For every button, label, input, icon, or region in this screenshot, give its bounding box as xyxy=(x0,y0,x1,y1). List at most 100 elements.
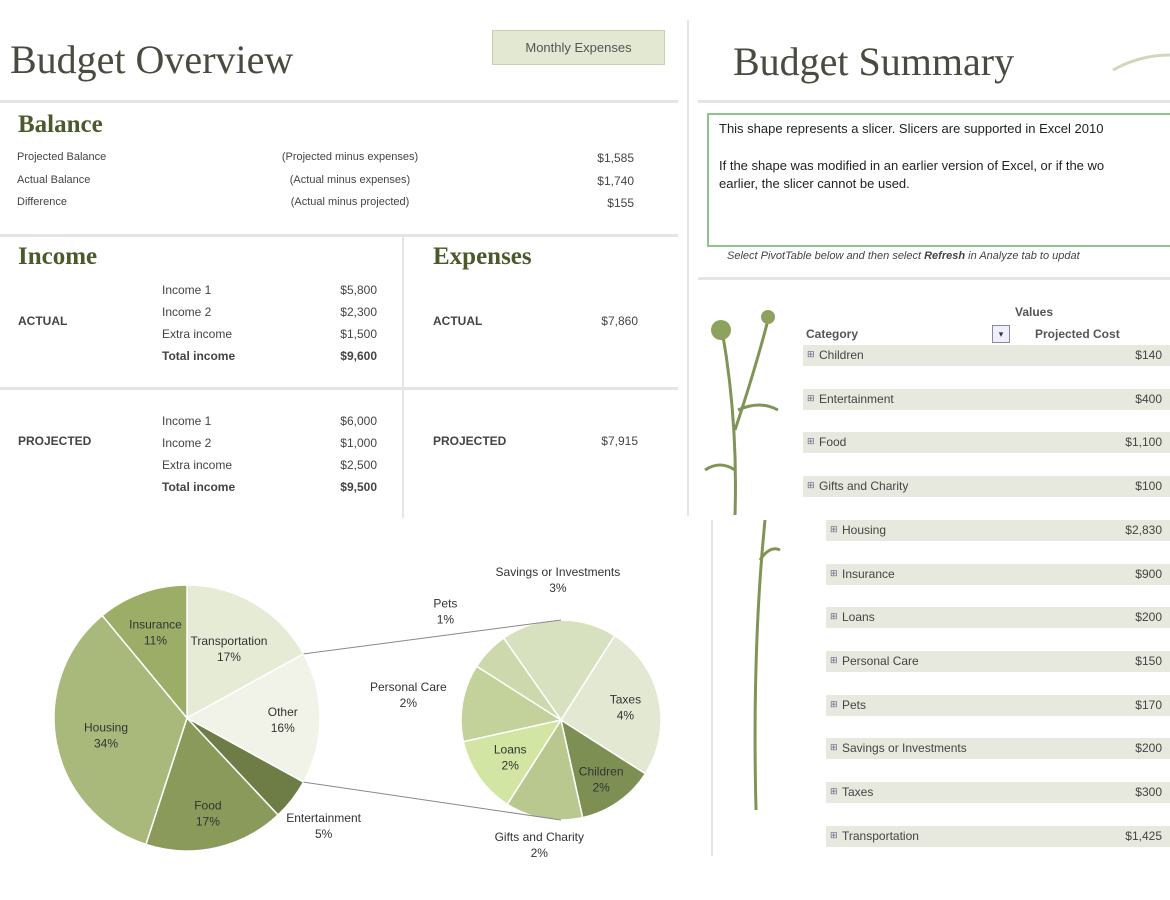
slice-percent: 2% xyxy=(592,780,610,794)
slice-name: Personal Care xyxy=(370,680,447,694)
pie-slice xyxy=(186,584,305,720)
income-label: Total income xyxy=(162,480,236,494)
pie-slice xyxy=(559,718,647,819)
slice-name: Pets xyxy=(433,596,457,610)
data-label: Transportation 17% xyxy=(191,634,268,664)
slice-name: Loans xyxy=(494,743,527,757)
slice-percent: 16% xyxy=(271,721,295,735)
slice-name: Other xyxy=(268,705,298,719)
slice-percent: 2% xyxy=(400,696,418,710)
income-title: Income xyxy=(18,243,98,270)
pivot-row-band xyxy=(826,782,1170,803)
pie-slice xyxy=(53,614,188,846)
note-text: Select PivotTable below and then select xyxy=(727,250,925,262)
pivot-value: $2,830 xyxy=(1125,522,1162,537)
data-label: Loans 2% xyxy=(494,743,527,773)
expand-icon: ⊞ xyxy=(830,654,838,665)
pivot-category: Gifts and Charity xyxy=(819,479,909,494)
slice-percent: 2% xyxy=(531,846,549,860)
balance-value: $1,740 xyxy=(597,173,634,188)
expenses-actual-label: ACTUAL xyxy=(433,314,483,328)
expand-icon: ⊞ xyxy=(807,349,815,359)
slice-percent: 11% xyxy=(144,633,167,647)
pivot-row-band xyxy=(803,388,1170,410)
pivot-value: $900 xyxy=(1135,566,1162,581)
pivot-row-band xyxy=(803,432,1170,454)
pivot-row-band xyxy=(826,650,1170,672)
pivot-category: Savings or Investments xyxy=(842,741,967,756)
data-label: Gifts and Charity 2% xyxy=(495,830,584,860)
pivot-category: Pets xyxy=(842,697,867,712)
expand-icon: ⊞ xyxy=(830,523,838,534)
slice-name: Entertainment xyxy=(286,811,361,825)
income-value: $1,500 xyxy=(340,327,377,341)
divider xyxy=(687,20,689,516)
data-label: Savings or Investments 3% xyxy=(496,565,621,595)
divider xyxy=(711,520,713,856)
pivot-value: $150 xyxy=(1135,653,1162,668)
filter-dropdown[interactable]: ▾ xyxy=(992,325,1010,343)
slicer-text: This shape represents a slicer. Slicers … xyxy=(719,121,1104,136)
pivot-value: $400 xyxy=(1135,391,1162,406)
pivot-row-band xyxy=(826,519,1170,541)
expand-icon: ⊞ xyxy=(830,611,838,622)
slice-percent: 17% xyxy=(217,650,241,664)
monthly-expenses-button[interactable]: Monthly Expenses xyxy=(492,30,665,65)
expenses-projected-value: $7,915 xyxy=(601,434,638,448)
balance-value: $155 xyxy=(607,196,634,210)
slice-percent: 1% xyxy=(437,612,455,626)
balance-label: Projected Balance xyxy=(17,151,107,163)
slice-percent: 5% xyxy=(315,827,333,841)
income-value: $2,500 xyxy=(340,458,377,472)
summary-title: Budget Summary xyxy=(733,39,1015,84)
plant-decoration xyxy=(761,310,775,324)
balance-formula: (Actual minus projected) xyxy=(290,196,410,208)
divider xyxy=(0,234,678,237)
note-text: Refresh xyxy=(924,250,966,262)
balance-label: Difference xyxy=(17,196,67,208)
pie-slice xyxy=(101,584,188,721)
overview-title: Budget Overview xyxy=(10,37,294,82)
slice-name: Transportation xyxy=(191,634,268,648)
data-label: Personal Care 2% xyxy=(370,680,447,710)
income-projected-label: PROJECTED xyxy=(18,434,92,448)
pivot-row-band xyxy=(803,476,1170,498)
data-label: Housing 34% xyxy=(84,720,128,750)
slice-name: Food xyxy=(194,798,221,812)
pivot-value: $1,425 xyxy=(1125,828,1162,843)
income-value: $5,800 xyxy=(340,283,377,297)
expand-icon: ⊞ xyxy=(807,392,815,403)
pie-slice xyxy=(506,718,584,821)
balance-formula: (Projected minus expenses) xyxy=(281,151,419,163)
balance-label: Actual Balance xyxy=(17,173,91,186)
pivot-category: Food xyxy=(819,435,847,450)
expenses-actual-value: $7,860 xyxy=(601,314,638,328)
pivot-category: Taxes xyxy=(842,785,874,799)
plant-decoration xyxy=(711,320,731,340)
income-label: Extra income xyxy=(162,327,233,341)
expand-icon: ⊞ xyxy=(830,786,838,796)
divider xyxy=(698,100,1170,103)
slice-name: Insurance xyxy=(129,617,182,631)
slicer-placeholder: This shape represents a slicer. Slicers … xyxy=(707,113,1170,247)
slice-percent: 34% xyxy=(94,736,118,750)
expand-icon: ⊞ xyxy=(830,698,838,709)
data-label: Food 17% xyxy=(194,798,221,828)
pivot-category: Insurance xyxy=(842,566,895,581)
pivot-value: $170 xyxy=(1135,697,1162,712)
income-label: Extra income xyxy=(162,458,233,472)
slice-name: Savings or Investments xyxy=(496,565,621,579)
category-header: Category xyxy=(806,327,859,341)
pie-slice xyxy=(462,718,563,806)
pivot-value: $200 xyxy=(1135,741,1162,756)
slice-name: Children xyxy=(579,764,624,778)
pivot-row-band xyxy=(826,607,1170,629)
data-label: Other 16% xyxy=(268,705,298,735)
pivot-value: $300 xyxy=(1135,785,1162,799)
pivot-value: $100 xyxy=(1135,479,1162,494)
slice-percent: 17% xyxy=(196,814,220,828)
pivot-category: Entertainment xyxy=(819,391,894,406)
balance-title: Balance xyxy=(18,111,103,138)
pivot-row-band xyxy=(826,694,1170,716)
balance-value: $1,585 xyxy=(597,151,634,165)
